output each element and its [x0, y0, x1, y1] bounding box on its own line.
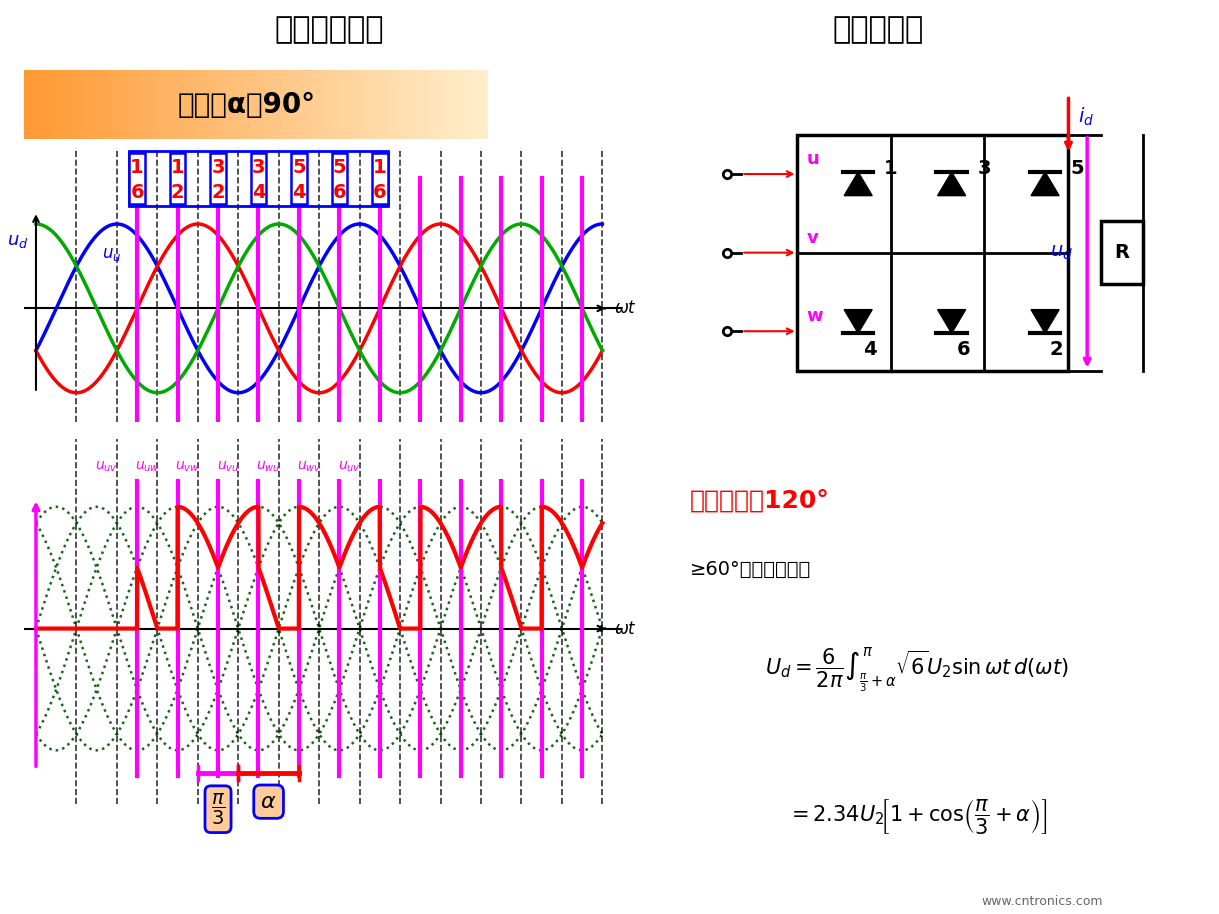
Text: 4: 4 [293, 184, 306, 202]
Text: 4: 4 [251, 184, 266, 202]
Text: $u_d$: $u_d$ [7, 232, 28, 250]
FancyBboxPatch shape [332, 154, 347, 204]
Text: $u_{uw}$: $u_{uw}$ [135, 460, 160, 474]
Text: www.cntronics.com: www.cntronics.com [981, 895, 1103, 908]
Text: ≥60°时，电流断续: ≥60°时，电流断续 [690, 559, 811, 579]
Text: 2: 2 [211, 184, 224, 202]
FancyBboxPatch shape [251, 154, 266, 204]
FancyBboxPatch shape [169, 154, 185, 204]
Polygon shape [1031, 310, 1059, 334]
FancyBboxPatch shape [291, 154, 307, 204]
Bar [1101, 221, 1143, 284]
Text: 移相范围为120°: 移相范围为120° [690, 488, 829, 513]
FancyBboxPatch shape [129, 154, 145, 204]
Text: $u_{vw}$: $u_{vw}$ [176, 460, 200, 474]
Text: $u_{vu}$: $u_{vu}$ [217, 460, 239, 474]
Text: 2: 2 [171, 184, 184, 202]
Text: $u_{uv}$: $u_{uv}$ [95, 460, 118, 474]
Text: $u_{uv}$: $u_{uv}$ [338, 460, 361, 474]
Text: 三相桥式全控: 三相桥式全控 [274, 16, 384, 44]
Text: $u_{wv}$: $u_{wv}$ [296, 460, 322, 474]
Text: $\dfrac{\pi}{3}$: $\dfrac{\pi}{3}$ [211, 792, 226, 827]
Text: 6: 6 [333, 184, 346, 202]
Text: $= 2.34U_2\!\left[1+\cos\!\left(\dfrac{\pi}{3}+\alpha\right)\right]$: $= 2.34U_2\!\left[1+\cos\!\left(\dfrac{\… [787, 797, 1047, 835]
Text: 5: 5 [293, 158, 306, 177]
Text: u: u [807, 150, 819, 168]
Text: $i_d$: $i_d$ [1078, 106, 1093, 128]
Text: 3: 3 [978, 159, 991, 178]
Text: R: R [1114, 243, 1130, 262]
Text: 4: 4 [863, 340, 876, 359]
Text: $u_d$: $u_d$ [1050, 243, 1073, 262]
Text: $\omega t$: $\omega t$ [614, 300, 636, 317]
Text: 控制角α＝90°: 控制角α＝90° [178, 90, 316, 119]
Text: 3: 3 [252, 158, 266, 177]
Text: 1: 1 [373, 158, 386, 177]
Text: 1: 1 [884, 159, 897, 178]
Text: 1: 1 [171, 158, 184, 177]
Text: $u_u$: $u_u$ [102, 245, 122, 262]
FancyBboxPatch shape [372, 154, 388, 204]
Text: w: w [807, 307, 823, 325]
Text: 6: 6 [956, 340, 970, 359]
FancyBboxPatch shape [211, 154, 226, 204]
Text: 电阻性负载: 电阻性负载 [833, 16, 923, 44]
Text: 1: 1 [130, 158, 144, 177]
Text: 5: 5 [1070, 159, 1085, 178]
Polygon shape [845, 172, 873, 196]
Text: 6: 6 [373, 184, 386, 202]
Text: $U_d = \dfrac{6}{2\pi}\int_{\frac{\pi}{3}+\alpha}^{\pi}\sqrt{6}U_2\sin\omega t\,: $U_d = \dfrac{6}{2\pi}\int_{\frac{\pi}{3… [766, 645, 1069, 695]
Text: $\omega t$: $\omega t$ [614, 620, 636, 638]
Bar [797, 134, 1068, 370]
Polygon shape [937, 172, 965, 196]
Text: 6: 6 [130, 184, 144, 202]
Polygon shape [1031, 172, 1059, 196]
Text: v: v [807, 228, 818, 247]
Bar [129, 151, 389, 207]
Text: 2: 2 [1050, 340, 1063, 359]
Text: 3: 3 [211, 158, 224, 177]
Polygon shape [937, 310, 965, 334]
Text: 5: 5 [333, 158, 346, 177]
Text: $\alpha$: $\alpha$ [261, 792, 277, 812]
Text: $u_{wu}$: $u_{wu}$ [256, 460, 280, 474]
Polygon shape [845, 310, 873, 334]
